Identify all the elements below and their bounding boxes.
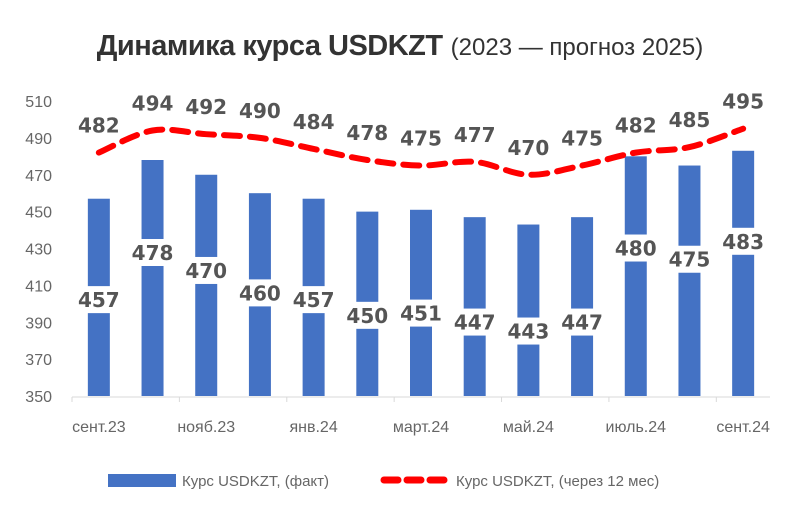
bar-label-bg — [235, 279, 284, 307]
y-tick-label: 410 — [25, 278, 52, 295]
bar-label-bg — [450, 308, 499, 336]
bar-label-bg — [289, 286, 338, 314]
bar-data-label: 443 — [508, 320, 550, 344]
x-tick-label: сент.23 — [72, 419, 126, 436]
line-data-label: 494 — [132, 92, 174, 116]
bar-label-bg — [74, 286, 123, 314]
bar-label-bg — [182, 256, 231, 284]
bar-label-bg — [558, 308, 607, 336]
bar-data-label: 480 — [615, 237, 657, 261]
legend-label-fact: Курс USDKZT, (факт) — [182, 473, 329, 490]
y-tick-label: 470 — [25, 168, 52, 185]
y-tick-label: 390 — [25, 315, 52, 332]
line-data-label: 490 — [239, 99, 281, 123]
bar-data-label: 457 — [293, 288, 335, 312]
line-data-label: 475 — [400, 127, 442, 151]
line-data-label: 477 — [454, 123, 496, 147]
x-tick-label: нояб.23 — [177, 419, 235, 436]
y-tick-label: 510 — [25, 94, 52, 111]
line-data-label: 492 — [185, 95, 227, 119]
line-data-label: 482 — [615, 114, 657, 138]
line-data-label: 470 — [508, 136, 550, 160]
forecast-line — [95, 125, 747, 178]
line-data-label: 495 — [722, 90, 764, 114]
bar-data-label: 478 — [132, 241, 174, 265]
bar-label-bg — [611, 234, 660, 262]
line-data-label: 482 — [78, 114, 120, 138]
bar — [463, 217, 486, 396]
y-tick-label: 370 — [25, 352, 52, 369]
bar — [571, 217, 594, 396]
bar-label-bg — [504, 317, 553, 345]
title-sub: (2023 — прогноз 2025) — [450, 34, 704, 61]
chart-title: Динамика курса USDKZT (2023 — прогноз 20… — [0, 30, 800, 63]
bar — [732, 150, 755, 396]
bar — [624, 156, 647, 396]
bar-label-bg — [719, 227, 768, 255]
bar — [141, 160, 164, 396]
bar-data-label: 475 — [669, 248, 711, 272]
bar-data-label: 470 — [185, 259, 227, 283]
y-tick-label: 490 — [25, 131, 52, 148]
bar — [195, 174, 218, 396]
bar-label-bg — [128, 239, 177, 267]
bar — [678, 165, 701, 396]
legend-bar-swatch — [108, 474, 176, 487]
y-tick-label: 430 — [25, 242, 52, 259]
bar-data-label: 447 — [561, 311, 603, 335]
legend-label-forecast: Курс USDKZT, (через 12 мес) — [456, 473, 659, 490]
x-tick-label: сент.24 — [716, 419, 770, 436]
bar-label-bg — [343, 301, 392, 329]
x-tick-label: июль.24 — [606, 419, 667, 436]
x-tick-label: март.24 — [393, 419, 449, 436]
y-tick-label: 350 — [25, 389, 52, 406]
x-tick-label: май.24 — [503, 419, 554, 436]
line-data-label: 485 — [669, 108, 711, 132]
y-tick-label: 450 — [25, 205, 52, 222]
bar — [517, 224, 540, 396]
x-tick-label: янв.24 — [289, 419, 337, 436]
line-data-label: 484 — [293, 110, 335, 134]
bar-data-label: 457 — [78, 288, 120, 312]
title-main: Динамика курса USDKZT — [96, 30, 443, 62]
line-data-label: 478 — [346, 121, 388, 145]
line-data-label: 475 — [561, 127, 603, 151]
bar-label-bg — [665, 245, 714, 273]
bar-data-label: 460 — [239, 281, 281, 305]
bar-data-label: 447 — [454, 311, 496, 335]
bar-data-label: 451 — [400, 302, 442, 326]
bar-data-label: 483 — [722, 230, 764, 254]
bar-label-bg — [397, 299, 445, 327]
bar-data-label: 450 — [346, 304, 388, 328]
